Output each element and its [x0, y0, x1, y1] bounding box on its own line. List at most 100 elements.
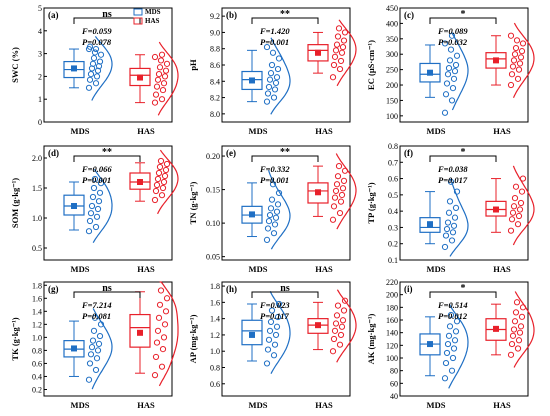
- data-point: [86, 217, 94, 225]
- significance-label: ns: [102, 9, 112, 20]
- panel-label: (e): [226, 148, 236, 158]
- box: [63, 194, 85, 216]
- significance-bracket: [429, 17, 497, 24]
- data-point: [263, 236, 271, 243]
- data-point: [161, 172, 169, 180]
- density-curve: [336, 19, 357, 87]
- data-point: [271, 86, 279, 93]
- mean-marker: [249, 77, 255, 84]
- significance-label: *: [461, 147, 466, 158]
- series-mds: [419, 303, 469, 389]
- data-point: [273, 323, 281, 330]
- x-tick-label: MDS: [71, 400, 90, 410]
- data-point: [452, 61, 460, 69]
- panel-label: (i): [404, 284, 413, 294]
- x-tick-label: HAS: [493, 400, 511, 410]
- significance-bracket: [429, 291, 497, 298]
- data-point: [152, 187, 160, 195]
- box: [307, 182, 329, 204]
- density-curve: [512, 165, 535, 246]
- data-point: [161, 321, 169, 328]
- series-has: [129, 281, 179, 387]
- data-point: [163, 295, 171, 302]
- density-curve: [449, 178, 469, 257]
- data-point: [96, 332, 104, 340]
- data-point: [452, 328, 460, 335]
- plot-frame: [399, 281, 529, 397]
- density-curve: [512, 22, 535, 98]
- data-point: [441, 109, 449, 116]
- data-point: [264, 90, 272, 97]
- data-point: [339, 317, 347, 324]
- data-point: [446, 198, 454, 205]
- y-tick-label: 0.5: [32, 244, 42, 253]
- density-curve: [157, 149, 179, 215]
- data-point: [516, 60, 524, 67]
- density-curve: [268, 170, 291, 250]
- mean-marker: [315, 49, 321, 56]
- data-point: [86, 360, 94, 367]
- data-point: [159, 184, 167, 192]
- data-point: [85, 376, 93, 383]
- panel-label: (f): [404, 148, 413, 158]
- significance-label: *: [461, 283, 466, 294]
- data-point: [332, 187, 340, 195]
- density-curve: [92, 168, 113, 244]
- panel-g: 0.2 0.4 0.6 0.8 1.0 1.2 1.4 1.6 1.8 TK (g·kg⁻¹) MD…: [10, 281, 179, 410]
- data-point: [519, 40, 527, 47]
- data-point: [272, 214, 280, 221]
- data-point: [160, 334, 168, 341]
- y-axis-label: pH: [188, 59, 198, 71]
- mean-marker: [427, 69, 433, 76]
- box: [485, 200, 507, 217]
- y-tick-label: 40: [390, 392, 398, 401]
- data-point: [333, 181, 341, 188]
- data-point: [85, 228, 93, 235]
- data-point: [265, 83, 273, 91]
- panel-f: 0.1 0.2 0.3 0.4 0.5 0.6 0.7 0.8 TP (g·kg⁻¹) MDS HA…: [366, 142, 535, 274]
- panel-i: 40 60 80 100 120 140 160 180 200 220 AK (mg·kg⁻¹) M…: [366, 278, 535, 410]
- box: [241, 70, 263, 91]
- legend-swatch: [133, 17, 143, 25]
- x-tick-label: MDS: [71, 264, 90, 274]
- data-point: [449, 229, 457, 236]
- series-has: [485, 291, 535, 368]
- y-tick-label: 3: [38, 50, 42, 59]
- x-tick-label: MDS: [427, 126, 446, 136]
- data-point: [509, 332, 517, 339]
- y-axis-label: AP (mg·kg⁻¹): [188, 314, 198, 363]
- mean-marker: [315, 322, 321, 329]
- data-point: [332, 320, 340, 327]
- data-point: [507, 81, 515, 89]
- density-curve: [451, 31, 469, 111]
- data-point: [93, 213, 101, 220]
- data-point: [90, 184, 98, 192]
- mean-marker: [71, 203, 77, 209]
- data-point: [509, 63, 517, 70]
- series-mds: [419, 178, 469, 257]
- data-point: [157, 157, 165, 165]
- data-point: [517, 199, 525, 207]
- x-tick-label: MDS: [249, 126, 268, 136]
- data-point: [450, 222, 458, 229]
- y-tick-label: 0.15: [206, 186, 220, 195]
- significance-label: ns: [102, 283, 112, 294]
- data-point: [331, 53, 339, 60]
- y-tick-label: 0.1: [388, 256, 398, 265]
- data-point: [87, 71, 95, 78]
- density-curve: [269, 291, 291, 374]
- data-point: [96, 58, 104, 65]
- data-point: [157, 57, 165, 64]
- panel-h: 0.6 0.8 1.0 1.2 1.4 1.6 1.8 AP (mg·kg⁻¹) MDS HAS (…: [188, 281, 357, 410]
- data-point: [339, 185, 347, 192]
- data-point: [91, 49, 99, 56]
- y-tick-label: 0.2: [32, 385, 42, 394]
- box: [419, 62, 441, 83]
- y-tick-label: 0.6: [388, 175, 398, 184]
- y-tick-label: 100: [386, 112, 398, 121]
- data-point: [89, 193, 97, 201]
- significance-bracket: [251, 17, 319, 24]
- data-point: [448, 367, 456, 374]
- x-tick-label: HAS: [315, 400, 333, 410]
- data-point: [161, 73, 169, 80]
